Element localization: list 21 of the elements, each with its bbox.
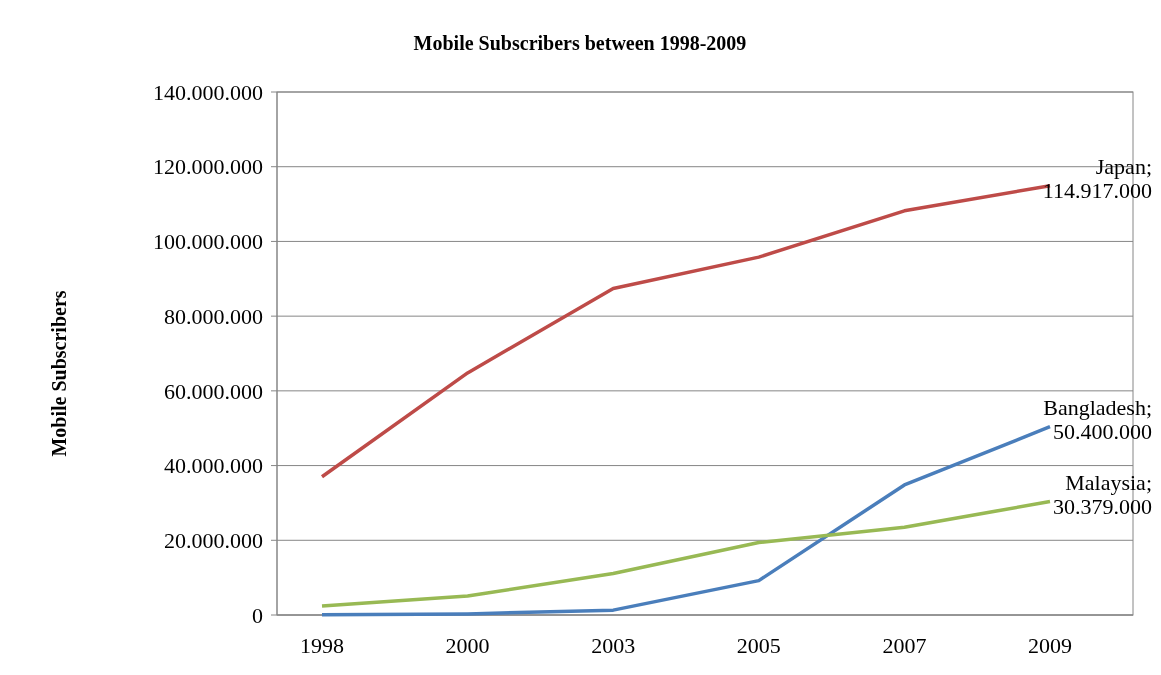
y-tick-label: 0 — [252, 602, 263, 628]
annotation: Malaysia; 30.379.000 — [1053, 469, 1152, 519]
chart-title: Mobile Subscribers between 1998-2009 — [413, 32, 747, 54]
line-series — [320, 499, 1052, 608]
y-tick-label: 20.000.000 — [164, 527, 263, 553]
y-tick-label: 140.000.000 — [153, 79, 263, 105]
y-tick-label: 100.000.000 — [153, 229, 263, 255]
x-tick-label: 2009 — [1028, 633, 1072, 658]
y-tick-label: 60.000.000 — [164, 378, 263, 404]
x-tick-label: 2000 — [445, 633, 490, 658]
x-tick-label: 2003 — [591, 633, 636, 658]
y-tick-label: 120.000.000 — [153, 154, 263, 180]
y-tick-label: 40.000.000 — [164, 453, 263, 479]
y-axis-title: Mobile Subscribers — [48, 290, 70, 457]
line-series — [320, 424, 1052, 617]
annotation: Bangladesh; 50.400.000 — [1043, 394, 1152, 444]
annotation: Japan; 114.917.000 — [1042, 153, 1152, 203]
x-tick-label: 1998 — [300, 633, 344, 658]
x-tick-label: 2005 — [736, 633, 781, 658]
y-tick-label: 80.000.000 — [164, 303, 263, 329]
x-tick-label: 2007 — [882, 633, 927, 658]
